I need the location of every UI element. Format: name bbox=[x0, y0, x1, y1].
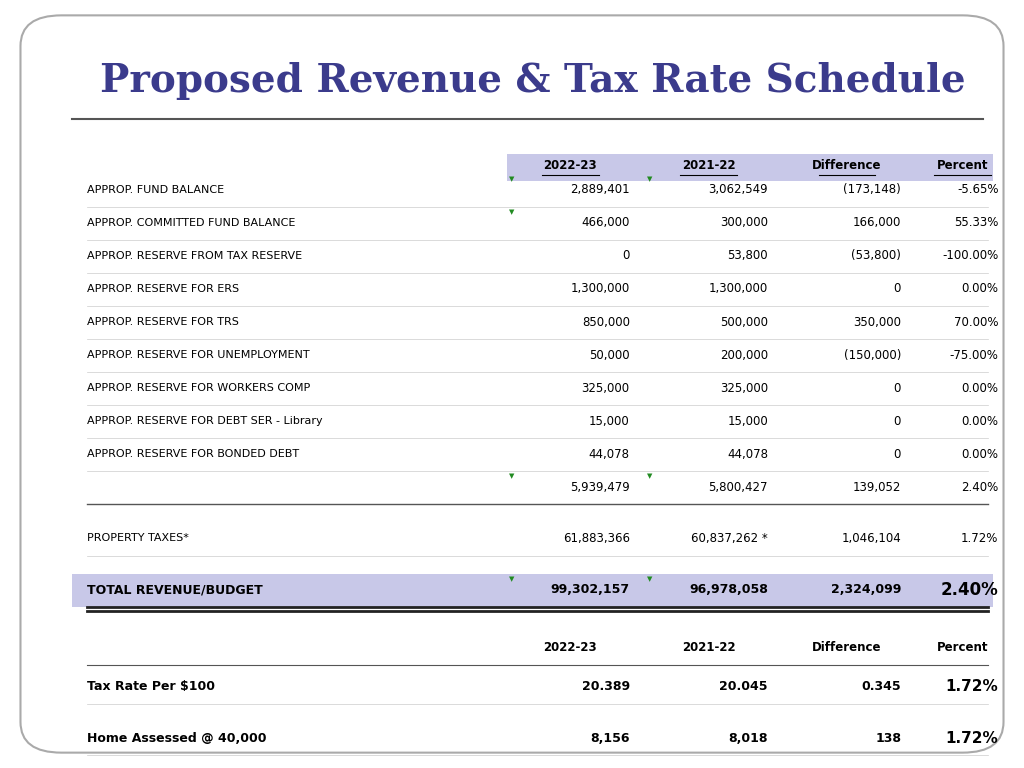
Text: ▼: ▼ bbox=[509, 576, 514, 581]
Text: 466,000: 466,000 bbox=[582, 217, 630, 230]
Text: APPROP. RESERVE FOR DEBT SER - Library: APPROP. RESERVE FOR DEBT SER - Library bbox=[87, 416, 323, 426]
Text: 0.00%: 0.00% bbox=[962, 283, 998, 296]
Text: 139,052: 139,052 bbox=[853, 481, 901, 494]
Text: 70.00%: 70.00% bbox=[954, 316, 998, 329]
Text: 1,046,104: 1,046,104 bbox=[842, 531, 901, 545]
Text: 8,018: 8,018 bbox=[728, 732, 768, 745]
Text: 300,000: 300,000 bbox=[720, 217, 768, 230]
Text: 99,302,157: 99,302,157 bbox=[551, 583, 630, 596]
Text: 2021-22: 2021-22 bbox=[682, 641, 735, 654]
Text: ▼: ▼ bbox=[647, 176, 652, 182]
Text: 53,800: 53,800 bbox=[727, 250, 768, 263]
Text: 0.00%: 0.00% bbox=[962, 382, 998, 395]
Text: 0.00%: 0.00% bbox=[962, 448, 998, 461]
Text: 1,300,000: 1,300,000 bbox=[709, 283, 768, 296]
Text: 1.72%: 1.72% bbox=[945, 730, 998, 746]
Text: (150,000): (150,000) bbox=[844, 349, 901, 362]
Text: APPROP. RESERVE FOR WORKERS COMP: APPROP. RESERVE FOR WORKERS COMP bbox=[87, 383, 310, 393]
Text: 1,300,000: 1,300,000 bbox=[570, 283, 630, 296]
Text: Difference: Difference bbox=[812, 641, 882, 654]
Text: -75.00%: -75.00% bbox=[949, 349, 998, 362]
Text: 2.40%: 2.40% bbox=[941, 581, 998, 598]
Text: APPROP. FUND BALANCE: APPROP. FUND BALANCE bbox=[87, 185, 224, 195]
Text: ▼: ▼ bbox=[509, 209, 514, 215]
Text: APPROP. RESERVE FOR ERS: APPROP. RESERVE FOR ERS bbox=[87, 284, 240, 294]
Text: 44,078: 44,078 bbox=[589, 448, 630, 461]
Text: 200,000: 200,000 bbox=[720, 349, 768, 362]
Text: Tax Rate Per $100: Tax Rate Per $100 bbox=[87, 680, 215, 694]
Text: 2,889,401: 2,889,401 bbox=[570, 184, 630, 197]
Text: 166,000: 166,000 bbox=[853, 217, 901, 230]
Text: 61,883,366: 61,883,366 bbox=[563, 531, 630, 545]
Text: Home Assessed @ 40,000: Home Assessed @ 40,000 bbox=[87, 732, 266, 745]
Text: APPROP. RESERVE FROM TAX RESERVE: APPROP. RESERVE FROM TAX RESERVE bbox=[87, 251, 302, 261]
Text: PROPERTY TAXES*: PROPERTY TAXES* bbox=[87, 533, 188, 543]
Text: 3,062,549: 3,062,549 bbox=[709, 184, 768, 197]
Text: 325,000: 325,000 bbox=[582, 382, 630, 395]
Text: Difference: Difference bbox=[812, 159, 882, 172]
Text: -5.65%: -5.65% bbox=[956, 184, 998, 197]
Text: 5,939,479: 5,939,479 bbox=[570, 481, 630, 494]
Text: APPROP. RESERVE FOR UNEMPLOYMENT: APPROP. RESERVE FOR UNEMPLOYMENT bbox=[87, 350, 309, 360]
Text: 20.389: 20.389 bbox=[582, 680, 630, 694]
Text: 44,078: 44,078 bbox=[727, 448, 768, 461]
Text: 0: 0 bbox=[894, 283, 901, 296]
Text: 850,000: 850,000 bbox=[582, 316, 630, 329]
Text: 0.00%: 0.00% bbox=[962, 415, 998, 428]
Text: APPROP. COMMITTED FUND BALANCE: APPROP. COMMITTED FUND BALANCE bbox=[87, 218, 295, 228]
Text: 5,800,427: 5,800,427 bbox=[709, 481, 768, 494]
Text: 2021-22: 2021-22 bbox=[682, 159, 735, 172]
Text: 2,324,099: 2,324,099 bbox=[830, 583, 901, 596]
Text: APPROP. RESERVE FOR BONDED DEBT: APPROP. RESERVE FOR BONDED DEBT bbox=[87, 449, 299, 459]
Text: Percent: Percent bbox=[937, 159, 988, 172]
Text: 96,978,058: 96,978,058 bbox=[689, 583, 768, 596]
Text: 1.72%: 1.72% bbox=[962, 531, 998, 545]
Text: 0: 0 bbox=[894, 448, 901, 461]
Text: (53,800): (53,800) bbox=[851, 250, 901, 263]
Text: 15,000: 15,000 bbox=[589, 415, 630, 428]
Text: ▼: ▼ bbox=[647, 473, 652, 479]
Text: 500,000: 500,000 bbox=[720, 316, 768, 329]
Text: ▼: ▼ bbox=[647, 576, 652, 581]
Text: 50,000: 50,000 bbox=[589, 349, 630, 362]
Text: 350,000: 350,000 bbox=[853, 316, 901, 329]
Text: 1.72%: 1.72% bbox=[945, 680, 998, 694]
Text: 325,000: 325,000 bbox=[720, 382, 768, 395]
Text: 2022-23: 2022-23 bbox=[544, 159, 597, 172]
Text: 2022-23: 2022-23 bbox=[544, 641, 597, 654]
Text: ▼: ▼ bbox=[509, 473, 514, 479]
Text: 2.40%: 2.40% bbox=[962, 481, 998, 494]
Text: APPROP. RESERVE FOR TRS: APPROP. RESERVE FOR TRS bbox=[87, 317, 239, 327]
Text: 0.345: 0.345 bbox=[861, 680, 901, 694]
Text: 0: 0 bbox=[894, 415, 901, 428]
Text: Proposed Revenue & Tax Rate Schedule: Proposed Revenue & Tax Rate Schedule bbox=[99, 61, 966, 100]
Text: 20.045: 20.045 bbox=[720, 680, 768, 694]
Text: 138: 138 bbox=[876, 732, 901, 745]
Text: ▼: ▼ bbox=[509, 176, 514, 182]
Text: 0: 0 bbox=[623, 250, 630, 263]
Text: 55.33%: 55.33% bbox=[954, 217, 998, 230]
Text: TOTAL REVENUE/BUDGET: TOTAL REVENUE/BUDGET bbox=[87, 583, 263, 596]
Text: 15,000: 15,000 bbox=[727, 415, 768, 428]
Text: 8,156: 8,156 bbox=[590, 732, 630, 745]
Text: (173,148): (173,148) bbox=[844, 184, 901, 197]
Text: Percent: Percent bbox=[937, 641, 988, 654]
Text: -100.00%: -100.00% bbox=[942, 250, 998, 263]
Text: 60,837,262 *: 60,837,262 * bbox=[691, 531, 768, 545]
Text: 0: 0 bbox=[894, 382, 901, 395]
